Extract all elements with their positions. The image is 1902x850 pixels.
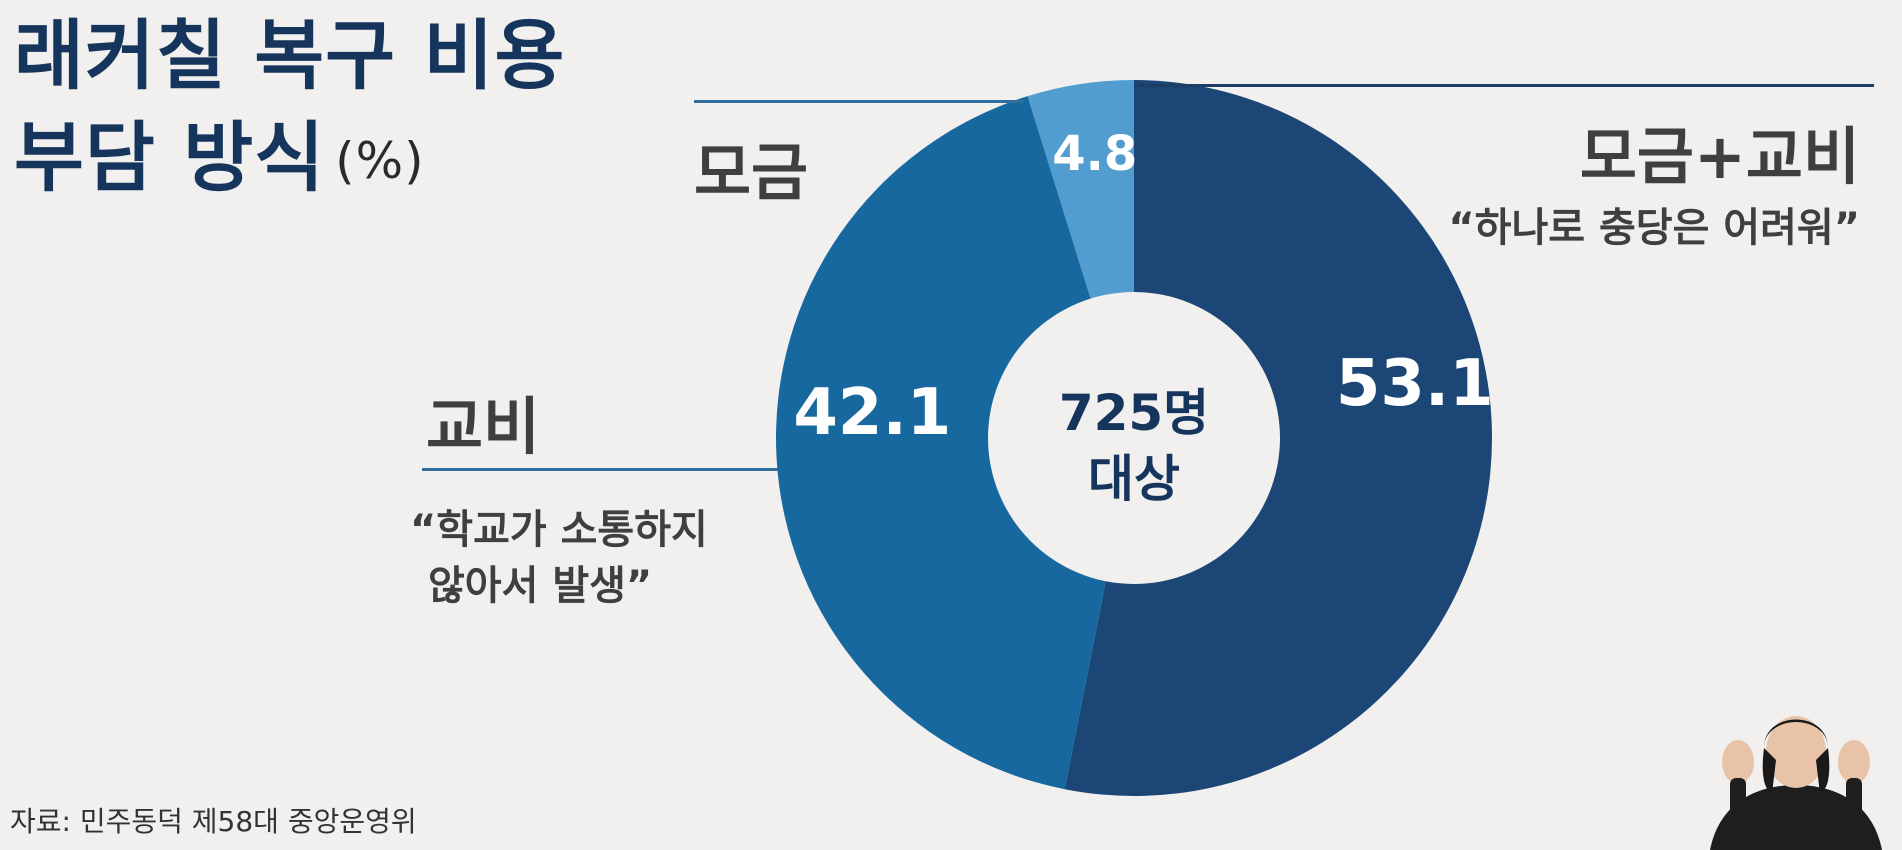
donut-hole bbox=[988, 292, 1280, 584]
source-note: 자료: 민주동덕 제58대 중앙운영위 bbox=[10, 805, 417, 838]
quote-fundraising-combined: “하나로 충당은 어려워” bbox=[1448, 205, 1860, 251]
slice-value-label-0: 53.1 bbox=[1336, 347, 1494, 421]
title-line-2-text: 부담 방식 bbox=[14, 112, 326, 202]
leader-line-school-budget bbox=[422, 468, 778, 471]
center-label-target: 대상 bbox=[1088, 450, 1180, 508]
title-line-2: 부담 방식 (%) bbox=[14, 112, 565, 202]
donut-slice-1 bbox=[776, 96, 1134, 790]
quote-school-budget: “학교가 소통하지 않아서 발생” bbox=[410, 502, 708, 614]
quote-school-budget-line2: 않아서 발생” bbox=[428, 563, 653, 609]
leader-line-fundraising-combined bbox=[1134, 84, 1874, 87]
label-fundraising: 모금 bbox=[694, 136, 809, 209]
center-label-count: 725명 bbox=[1059, 384, 1209, 442]
label-school-budget: 교비 bbox=[426, 390, 541, 463]
slice-value-label-2: 4.8 bbox=[1052, 126, 1137, 182]
sign-language-interpreter bbox=[1710, 716, 1882, 850]
quote-school-budget-line1: “학교가 소통하지 bbox=[410, 507, 708, 553]
title-line-1: 래커칠 복구 비용 bbox=[14, 11, 566, 100]
title-unit: (%) bbox=[335, 131, 425, 190]
slice-labels: 53.1 42.1 4.8 bbox=[793, 126, 1493, 450]
leader-line-fundraising bbox=[694, 100, 1024, 103]
slice-value-label-1: 42.1 bbox=[793, 376, 951, 450]
chart-title: 래커칠 복구 비용 부담 방식 (%) bbox=[14, 14, 565, 199]
label-fundraising-combined: 모금+교비 bbox=[1579, 120, 1860, 193]
